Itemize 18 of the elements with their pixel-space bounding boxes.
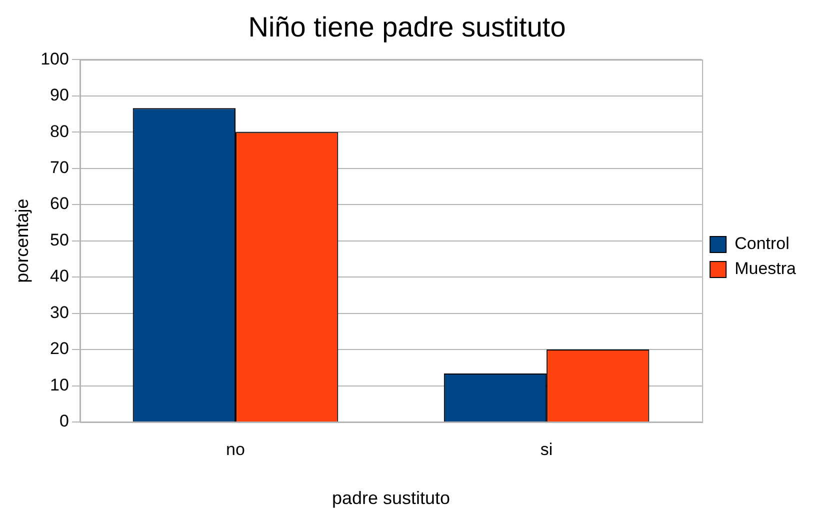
y-axis-title: porcentaje <box>12 198 32 283</box>
x-tick-label: no <box>226 440 245 459</box>
legend-label: Muestra <box>734 259 797 278</box>
y-tick-label: 90 <box>50 86 69 105</box>
chart-title: Niño tiene padre sustituto <box>248 12 566 43</box>
y-tick-label: 100 <box>40 49 69 68</box>
y-tick-label: 0 <box>59 412 69 431</box>
y-tick-label: 70 <box>50 158 69 178</box>
legend-label: Control <box>734 234 790 254</box>
y-tick-label: 40 <box>50 266 69 286</box>
y-tick-label: 20 <box>50 339 69 358</box>
x-tick-label: si <box>540 440 553 459</box>
y-tick-label: 10 <box>50 375 69 394</box>
y-tick-label: 30 <box>50 302 69 322</box>
x-axis-title: padre sustituto <box>332 488 450 508</box>
y-tick-label: 80 <box>50 122 69 141</box>
y-tick-label: 50 <box>50 230 69 250</box>
y-tick-label: 60 <box>50 194 69 214</box>
